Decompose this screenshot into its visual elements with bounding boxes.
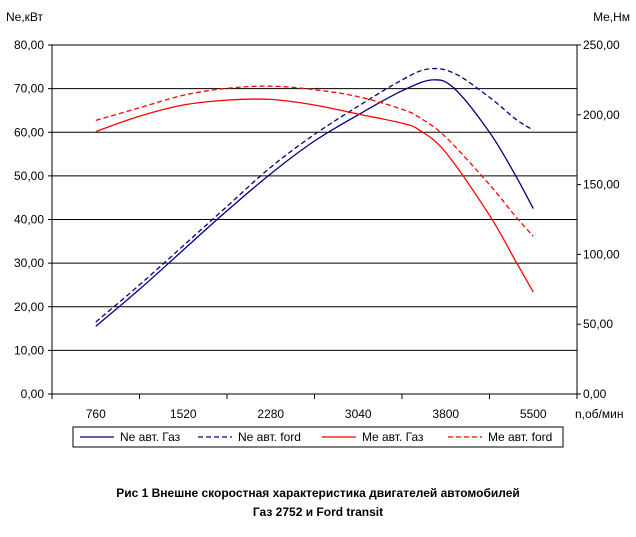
series-line-4 xyxy=(95,85,534,237)
y-left-tick-label: 20,00 xyxy=(14,300,44,314)
y-right-axis-title: Me,Нм xyxy=(593,10,630,24)
x-tick-label: 3800 xyxy=(432,407,459,421)
x-tick-label: 5500 xyxy=(520,407,547,421)
plot-area: 0,00 10,00 20,00 30,00 40,00 50,00 60,00 70,00 8… xyxy=(14,38,620,421)
y-right-tick-label: 200,00 xyxy=(583,108,620,122)
legend-box xyxy=(72,426,564,448)
y-right-tick-label: 150,00 xyxy=(583,178,620,192)
legend: Ne авт. Газ Ne авт. ford Me авт. Газ Me авт… xyxy=(72,426,564,448)
x-axis-unit-label: n,об/мин xyxy=(575,407,623,421)
legend-label-3: Me авт. Газ xyxy=(362,430,424,444)
x-tick-label: 760 xyxy=(86,407,106,421)
series-line-1 xyxy=(95,79,534,327)
legend-label-4: Me авт. ford xyxy=(488,430,552,444)
legend-label-2: Ne авт. ford xyxy=(238,430,301,444)
y-left-axis-title: Ne,кВт xyxy=(6,10,44,24)
y-right-tick-label: 50,00 xyxy=(583,317,613,331)
x-tick-label: 1520 xyxy=(170,407,197,421)
x-tick-label: 2280 xyxy=(257,407,284,421)
y-right-tick-label: 250,00 xyxy=(583,38,620,52)
caption-line-2: Газ 2752 и Ford transit xyxy=(253,505,383,519)
series-line-2 xyxy=(95,67,534,323)
y-right-tick-label: 0,00 xyxy=(583,387,607,401)
plot-frame xyxy=(51,44,578,395)
series-line-3 xyxy=(95,98,534,293)
y-left-tick-label: 70,00 xyxy=(14,82,44,96)
y-left-tick-label: 10,00 xyxy=(14,343,44,357)
y-left-tick-label: 60,00 xyxy=(14,125,44,139)
y-left-tick-label: 80,00 xyxy=(14,38,44,52)
caption-line-1: Рис 1 Внешне скоростная характеристика д… xyxy=(116,486,520,500)
y-left-tick-label: 30,00 xyxy=(14,256,44,270)
y-left-tick-label: 50,00 xyxy=(14,169,44,183)
y-right-tick-label: 100,00 xyxy=(583,247,620,261)
y-left-tick-label: 40,00 xyxy=(14,213,44,227)
x-tick-label: 3040 xyxy=(345,407,372,421)
y-left-tick-label: 0,00 xyxy=(21,387,45,401)
legend-label-1: Ne авт. Газ xyxy=(120,430,181,444)
